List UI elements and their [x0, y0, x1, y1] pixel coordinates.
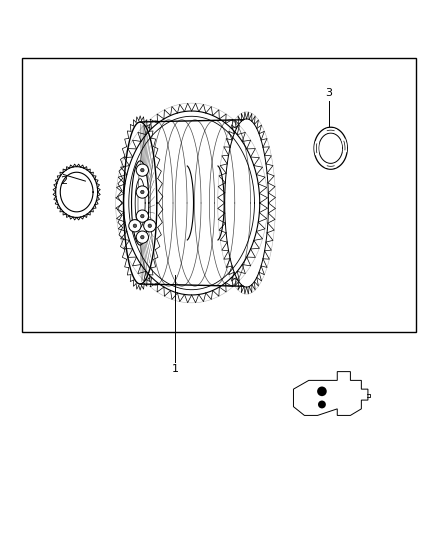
Circle shape — [136, 231, 148, 243]
Text: 2: 2 — [60, 176, 67, 186]
Text: 3: 3 — [325, 88, 332, 99]
Circle shape — [141, 214, 144, 218]
Bar — [22, 59, 416, 332]
Circle shape — [144, 220, 156, 232]
Circle shape — [141, 236, 144, 239]
Circle shape — [136, 210, 148, 222]
Circle shape — [141, 190, 144, 194]
Circle shape — [129, 220, 141, 232]
Circle shape — [148, 224, 152, 228]
Circle shape — [141, 168, 144, 172]
Text: 1: 1 — [172, 365, 179, 374]
Circle shape — [133, 224, 137, 228]
Circle shape — [318, 400, 326, 408]
Circle shape — [136, 186, 148, 198]
Circle shape — [317, 386, 327, 396]
Circle shape — [136, 164, 148, 176]
